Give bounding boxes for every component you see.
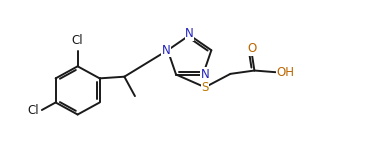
Text: Cl: Cl bbox=[72, 34, 83, 47]
Text: O: O bbox=[247, 42, 256, 55]
Text: N: N bbox=[185, 27, 194, 40]
Text: N: N bbox=[201, 68, 209, 81]
Text: S: S bbox=[201, 81, 209, 94]
Text: N: N bbox=[161, 44, 170, 57]
Text: Cl: Cl bbox=[28, 104, 39, 116]
Text: OH: OH bbox=[276, 66, 294, 79]
